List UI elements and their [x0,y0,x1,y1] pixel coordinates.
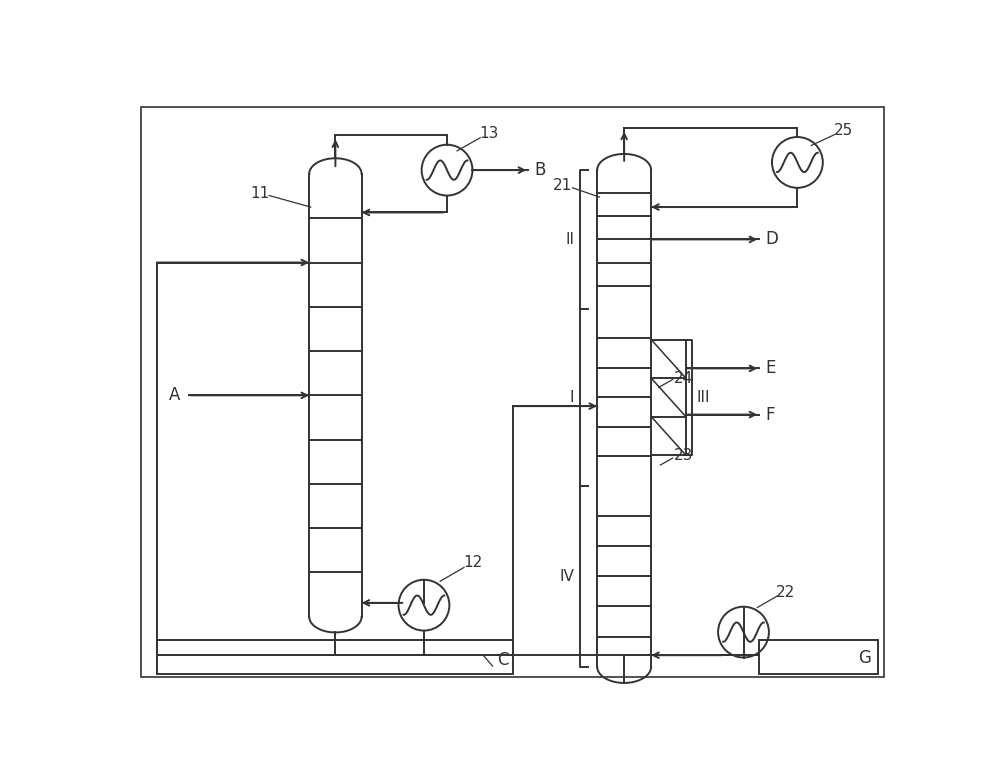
Text: G: G [858,649,871,667]
Text: 24: 24 [674,370,693,386]
Text: F: F [765,406,775,424]
Bar [157,640,512,674]
Text: I: I [570,390,574,405]
Text: A: A [168,386,180,404]
Text: 23: 23 [674,448,694,462]
Text: 12: 12 [463,556,482,570]
Text: 13: 13 [480,126,499,140]
Text: E: E [765,359,775,377]
Bar [759,640,878,674]
Text: C: C [497,651,509,669]
Text: 22: 22 [776,584,795,600]
Text: 11: 11 [250,185,270,201]
Text: II: II [565,232,574,247]
Text: III: III [697,390,710,405]
Text: IV: IV [559,569,574,584]
Text: D: D [765,230,778,248]
Text: 25: 25 [834,123,853,137]
Text: 21: 21 [553,178,572,193]
Text: B: B [534,161,545,179]
